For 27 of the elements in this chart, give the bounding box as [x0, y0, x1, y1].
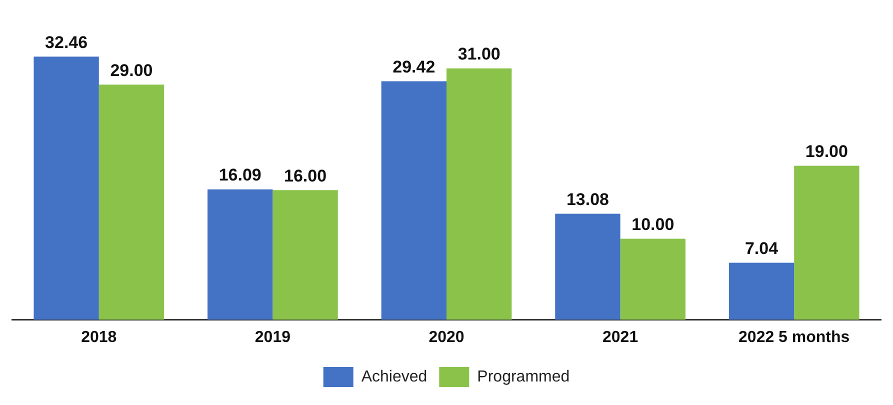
bar: [794, 166, 860, 320]
data-label: 31.00: [458, 44, 500, 64]
data-label: 10.00: [632, 214, 674, 234]
data-label: 16.00: [284, 166, 327, 186]
x-tick-label: 2022 5 months: [738, 328, 850, 346]
bar: [208, 189, 273, 320]
data-label: 32.46: [45, 32, 88, 52]
legend-label: Programmed: [477, 368, 570, 386]
x-tick-label: 2018: [81, 328, 117, 346]
bar: [446, 68, 512, 320]
legend-label: Achieved: [361, 368, 428, 386]
x-tick-label: 2020: [428, 328, 464, 346]
x-tick-label: 2021: [602, 328, 638, 346]
bar: [555, 214, 620, 320]
bar: [98, 84, 164, 320]
data-label: 29.42: [392, 57, 436, 76]
bar: [272, 190, 338, 320]
data-label: 19.00: [805, 142, 848, 161]
x-tick-label: 2019: [254, 328, 291, 346]
data-label: 16.09: [218, 166, 262, 185]
data-label: 13.08: [566, 190, 609, 209]
bar: [728, 262, 794, 320]
bar: [34, 56, 99, 320]
bar: [381, 81, 446, 320]
bar: [620, 238, 686, 320]
data-label: 29.00: [110, 60, 153, 80]
data-label: 7.04: [744, 238, 779, 258]
